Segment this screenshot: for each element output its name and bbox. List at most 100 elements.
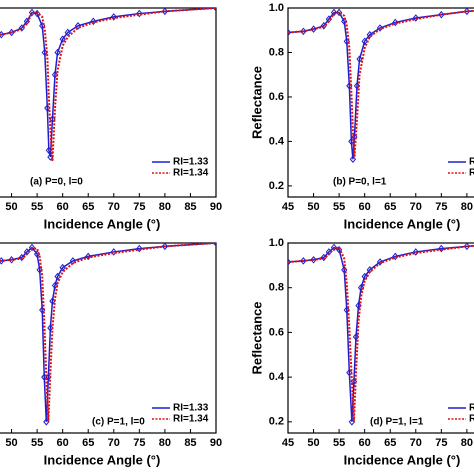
- x-tick-label: 60: [57, 201, 69, 213]
- x-tick-label: 70: [410, 437, 422, 449]
- marker: [361, 37, 368, 46]
- series-line: [288, 244, 474, 422]
- y-tick-label: 0.4: [269, 371, 285, 383]
- x-tick-label: 75: [133, 201, 145, 213]
- marker: [438, 10, 445, 19]
- panel-label: (c) P=1, l=0: [92, 417, 145, 428]
- x-tick-label: 50: [307, 437, 319, 449]
- series-line: [288, 245, 474, 422]
- marker: [356, 55, 363, 63]
- legend-label: RI=1.34: [173, 414, 209, 425]
- x-axis-title: Incidence Angle (°): [44, 452, 161, 467]
- marker: [161, 243, 169, 251]
- plot-frame: [287, 7, 474, 198]
- y-axis-title: Reflectance: [249, 302, 264, 375]
- x-tick-label: 55: [333, 201, 345, 213]
- x-tick-label: 80: [159, 437, 171, 449]
- legend-label: RI=1.33: [173, 403, 209, 414]
- marker: [330, 8, 338, 17]
- marker: [335, 8, 343, 17]
- legend-label: RI=1.33: [173, 157, 209, 168]
- marker: [352, 333, 360, 341]
- marker: [110, 13, 117, 21]
- marker: [136, 244, 143, 253]
- x-tick-label: 50: [5, 437, 17, 449]
- marker: [51, 281, 59, 290]
- x-tick-label: 60: [57, 437, 69, 449]
- series-line: [0, 8, 216, 162]
- marker: [376, 258, 384, 266]
- marker: [54, 272, 61, 281]
- marker: [8, 255, 15, 264]
- x-tick-label: 85: [184, 201, 196, 213]
- x-tick-label: 80: [461, 437, 473, 449]
- marker: [161, 8, 169, 16]
- marker: [47, 324, 54, 332]
- x-tick-label: 70: [108, 201, 120, 213]
- x-tick-label: 75: [435, 437, 447, 449]
- legend-label: RI=1.33: [469, 403, 474, 414]
- y-tick-label: 0.6: [269, 91, 284, 103]
- marker: [33, 9, 41, 18]
- y-tick-label: 1.0: [269, 237, 284, 249]
- marker: [28, 243, 36, 252]
- x-tick-label: 55: [31, 201, 43, 213]
- y-tick-label: 0.4: [269, 135, 285, 147]
- marker: [90, 17, 97, 26]
- marker: [353, 82, 361, 90]
- x-tick-label: 50: [5, 201, 17, 213]
- panel-label: (a) P=0, l=0: [30, 177, 83, 188]
- marker: [300, 257, 307, 265]
- marker: [355, 301, 362, 310]
- marker: [361, 272, 368, 281]
- y-tick-label: 0.2: [269, 416, 284, 428]
- plot-area: [0, 8, 216, 162]
- panel-label: (d) P=1, l=1: [370, 417, 424, 428]
- marker: [376, 24, 384, 32]
- x-tick-label: 80: [159, 201, 171, 213]
- marker: [349, 155, 357, 163]
- marker: [412, 14, 419, 22]
- plot-area: [288, 243, 474, 426]
- series-line: [0, 8, 216, 158]
- marker: [74, 22, 82, 30]
- marker: [412, 248, 419, 256]
- plot-area: [0, 243, 216, 426]
- marker: [0, 30, 5, 39]
- x-tick-label: 55: [333, 437, 345, 449]
- legend-label: RI=1.34: [469, 168, 474, 179]
- marker: [310, 255, 317, 264]
- marker: [392, 18, 399, 27]
- x-tick-label: 55: [31, 437, 43, 449]
- marker: [64, 28, 71, 37]
- marker: [59, 35, 66, 43]
- x-tick-label: 50: [307, 201, 319, 213]
- legend-label: RI=1.34: [469, 414, 474, 425]
- x-axis-title: Incidence Angle (°): [344, 452, 461, 467]
- marker: [330, 243, 338, 252]
- marker: [341, 17, 348, 26]
- legend-label: RI=1.33: [469, 157, 474, 168]
- marker: [85, 252, 92, 261]
- marker: [110, 248, 117, 256]
- x-tick-label: 75: [133, 437, 145, 449]
- x-tick-label: 80: [461, 201, 473, 213]
- marker: [438, 244, 445, 253]
- x-tick-label: 65: [82, 201, 94, 213]
- panel-label: (b) P=0, l=1: [333, 177, 387, 188]
- x-tick-label: 65: [384, 201, 396, 213]
- series-line: [288, 10, 474, 160]
- y-tick-label: 0.2: [269, 180, 284, 192]
- legend-label: RI=1.34: [173, 168, 209, 179]
- x-tick-label: 45: [282, 201, 294, 213]
- plot-frame: [287, 242, 474, 434]
- x-tick-label: 45: [282, 437, 294, 449]
- plot-frame: [0, 242, 217, 434]
- x-tick-label: 65: [82, 437, 94, 449]
- marker: [59, 263, 66, 272]
- x-axis-title: Incidence Angle (°): [44, 216, 161, 231]
- plot-area: [288, 8, 474, 163]
- x-tick-label: 60: [359, 437, 371, 449]
- marker: [300, 27, 307, 36]
- x-tick-label: 85: [184, 437, 196, 449]
